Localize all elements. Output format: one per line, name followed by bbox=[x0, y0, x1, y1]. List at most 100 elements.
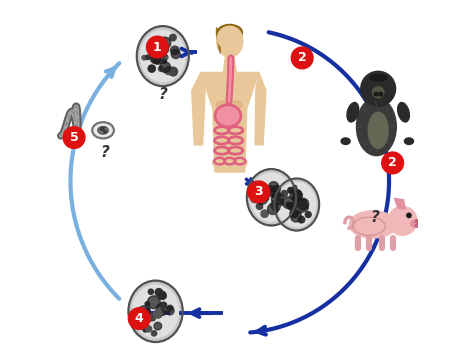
Circle shape bbox=[248, 181, 270, 203]
Ellipse shape bbox=[98, 127, 108, 134]
Circle shape bbox=[63, 127, 85, 148]
Circle shape bbox=[305, 212, 311, 218]
Circle shape bbox=[171, 50, 180, 59]
Ellipse shape bbox=[274, 178, 319, 231]
Circle shape bbox=[256, 203, 262, 209]
Text: ?: ? bbox=[100, 144, 109, 160]
Circle shape bbox=[298, 216, 305, 223]
Ellipse shape bbox=[398, 102, 410, 122]
Circle shape bbox=[159, 37, 171, 49]
Circle shape bbox=[158, 291, 166, 299]
Circle shape bbox=[171, 46, 179, 55]
Ellipse shape bbox=[349, 211, 396, 238]
Circle shape bbox=[374, 92, 378, 96]
Circle shape bbox=[379, 92, 383, 96]
Ellipse shape bbox=[217, 107, 239, 125]
Ellipse shape bbox=[356, 98, 396, 156]
Circle shape bbox=[258, 204, 263, 209]
Circle shape bbox=[301, 199, 307, 205]
Circle shape bbox=[154, 310, 162, 318]
Circle shape bbox=[290, 203, 294, 207]
Circle shape bbox=[292, 203, 299, 210]
Circle shape bbox=[271, 201, 280, 210]
Circle shape bbox=[267, 204, 278, 215]
Polygon shape bbox=[394, 198, 405, 209]
Text: 3: 3 bbox=[255, 185, 263, 198]
Circle shape bbox=[292, 47, 313, 69]
Ellipse shape bbox=[212, 156, 247, 170]
Circle shape bbox=[291, 211, 301, 222]
Circle shape bbox=[155, 42, 164, 51]
Ellipse shape bbox=[347, 102, 359, 122]
Ellipse shape bbox=[411, 220, 420, 227]
Ellipse shape bbox=[132, 285, 179, 337]
Circle shape bbox=[294, 202, 301, 210]
Polygon shape bbox=[255, 72, 266, 145]
Circle shape bbox=[288, 202, 296, 210]
Circle shape bbox=[272, 203, 280, 211]
Circle shape bbox=[288, 188, 293, 193]
Circle shape bbox=[142, 55, 146, 60]
Circle shape bbox=[100, 128, 103, 131]
Circle shape bbox=[162, 295, 166, 299]
Polygon shape bbox=[201, 72, 259, 172]
Ellipse shape bbox=[404, 138, 413, 144]
Text: 5: 5 bbox=[70, 131, 79, 144]
Circle shape bbox=[361, 71, 396, 106]
Circle shape bbox=[256, 186, 265, 195]
Circle shape bbox=[264, 196, 269, 200]
Circle shape bbox=[169, 67, 178, 76]
Circle shape bbox=[128, 308, 150, 329]
Ellipse shape bbox=[231, 101, 242, 109]
Circle shape bbox=[290, 209, 298, 218]
Circle shape bbox=[148, 289, 154, 294]
Circle shape bbox=[161, 54, 168, 60]
Circle shape bbox=[255, 192, 268, 205]
Circle shape bbox=[272, 193, 283, 205]
Ellipse shape bbox=[247, 169, 296, 226]
Circle shape bbox=[293, 191, 302, 200]
Circle shape bbox=[147, 296, 160, 309]
Ellipse shape bbox=[128, 281, 182, 342]
Circle shape bbox=[382, 152, 403, 174]
Ellipse shape bbox=[214, 104, 242, 128]
Ellipse shape bbox=[130, 282, 181, 340]
Circle shape bbox=[151, 47, 155, 51]
Circle shape bbox=[157, 43, 162, 48]
Ellipse shape bbox=[278, 182, 316, 227]
Circle shape bbox=[165, 307, 174, 315]
Circle shape bbox=[161, 45, 169, 53]
Circle shape bbox=[299, 203, 308, 212]
Text: ?: ? bbox=[158, 87, 167, 102]
Ellipse shape bbox=[216, 101, 227, 109]
Circle shape bbox=[251, 194, 259, 203]
Circle shape bbox=[270, 189, 277, 197]
Ellipse shape bbox=[94, 124, 112, 137]
Circle shape bbox=[152, 54, 160, 62]
Circle shape bbox=[159, 51, 166, 58]
Circle shape bbox=[137, 306, 150, 319]
Circle shape bbox=[146, 55, 150, 59]
Circle shape bbox=[143, 309, 150, 316]
Circle shape bbox=[154, 56, 162, 64]
Circle shape bbox=[291, 211, 296, 216]
Circle shape bbox=[160, 62, 171, 72]
Ellipse shape bbox=[92, 122, 114, 139]
Circle shape bbox=[151, 317, 155, 320]
Circle shape bbox=[150, 54, 160, 64]
Circle shape bbox=[156, 304, 164, 312]
Circle shape bbox=[267, 186, 275, 194]
Ellipse shape bbox=[368, 112, 388, 148]
Circle shape bbox=[297, 198, 309, 210]
Circle shape bbox=[295, 201, 303, 210]
Circle shape bbox=[276, 198, 283, 206]
Circle shape bbox=[167, 305, 173, 311]
Circle shape bbox=[101, 127, 104, 130]
Circle shape bbox=[146, 326, 152, 332]
Circle shape bbox=[283, 197, 294, 209]
Circle shape bbox=[286, 202, 291, 207]
Ellipse shape bbox=[250, 173, 292, 221]
Circle shape bbox=[293, 193, 301, 202]
Ellipse shape bbox=[276, 180, 318, 229]
Circle shape bbox=[281, 190, 287, 197]
